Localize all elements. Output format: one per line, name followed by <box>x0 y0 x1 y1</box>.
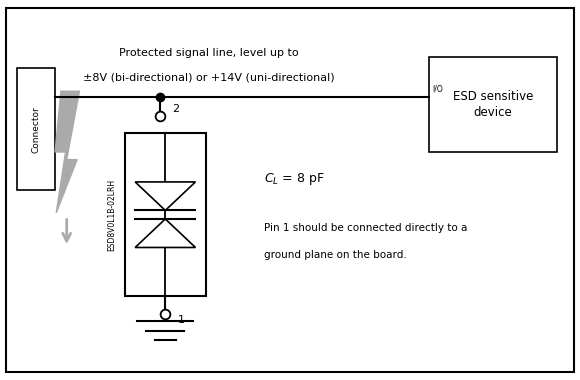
Text: $\mathit{C}_L$ = 8 pF: $\mathit{C}_L$ = 8 pF <box>264 171 325 187</box>
Bar <box>125 133 206 296</box>
Text: ground plane on the board.: ground plane on the board. <box>264 250 407 260</box>
Polygon shape <box>135 219 195 247</box>
Text: ESD8V0L1B-02LRH: ESD8V0L1B-02LRH <box>107 179 117 251</box>
Bar <box>17 68 55 190</box>
Polygon shape <box>55 91 79 213</box>
Polygon shape <box>135 182 195 211</box>
Text: Pin 1 should be connected directly to a: Pin 1 should be connected directly to a <box>264 223 467 233</box>
Bar <box>429 57 557 152</box>
Text: ESD sensitive
device: ESD sensitive device <box>453 90 533 119</box>
Text: I/O: I/O <box>432 85 443 94</box>
Text: 2: 2 <box>172 104 179 114</box>
Text: Protected signal line, level up to: Protected signal line, level up to <box>119 48 299 58</box>
Text: ±8V (bi-directional) or +14V (uni-directional): ±8V (bi-directional) or +14V (uni-direct… <box>83 73 335 83</box>
Text: 1: 1 <box>178 315 185 325</box>
Text: Connector: Connector <box>32 106 41 153</box>
